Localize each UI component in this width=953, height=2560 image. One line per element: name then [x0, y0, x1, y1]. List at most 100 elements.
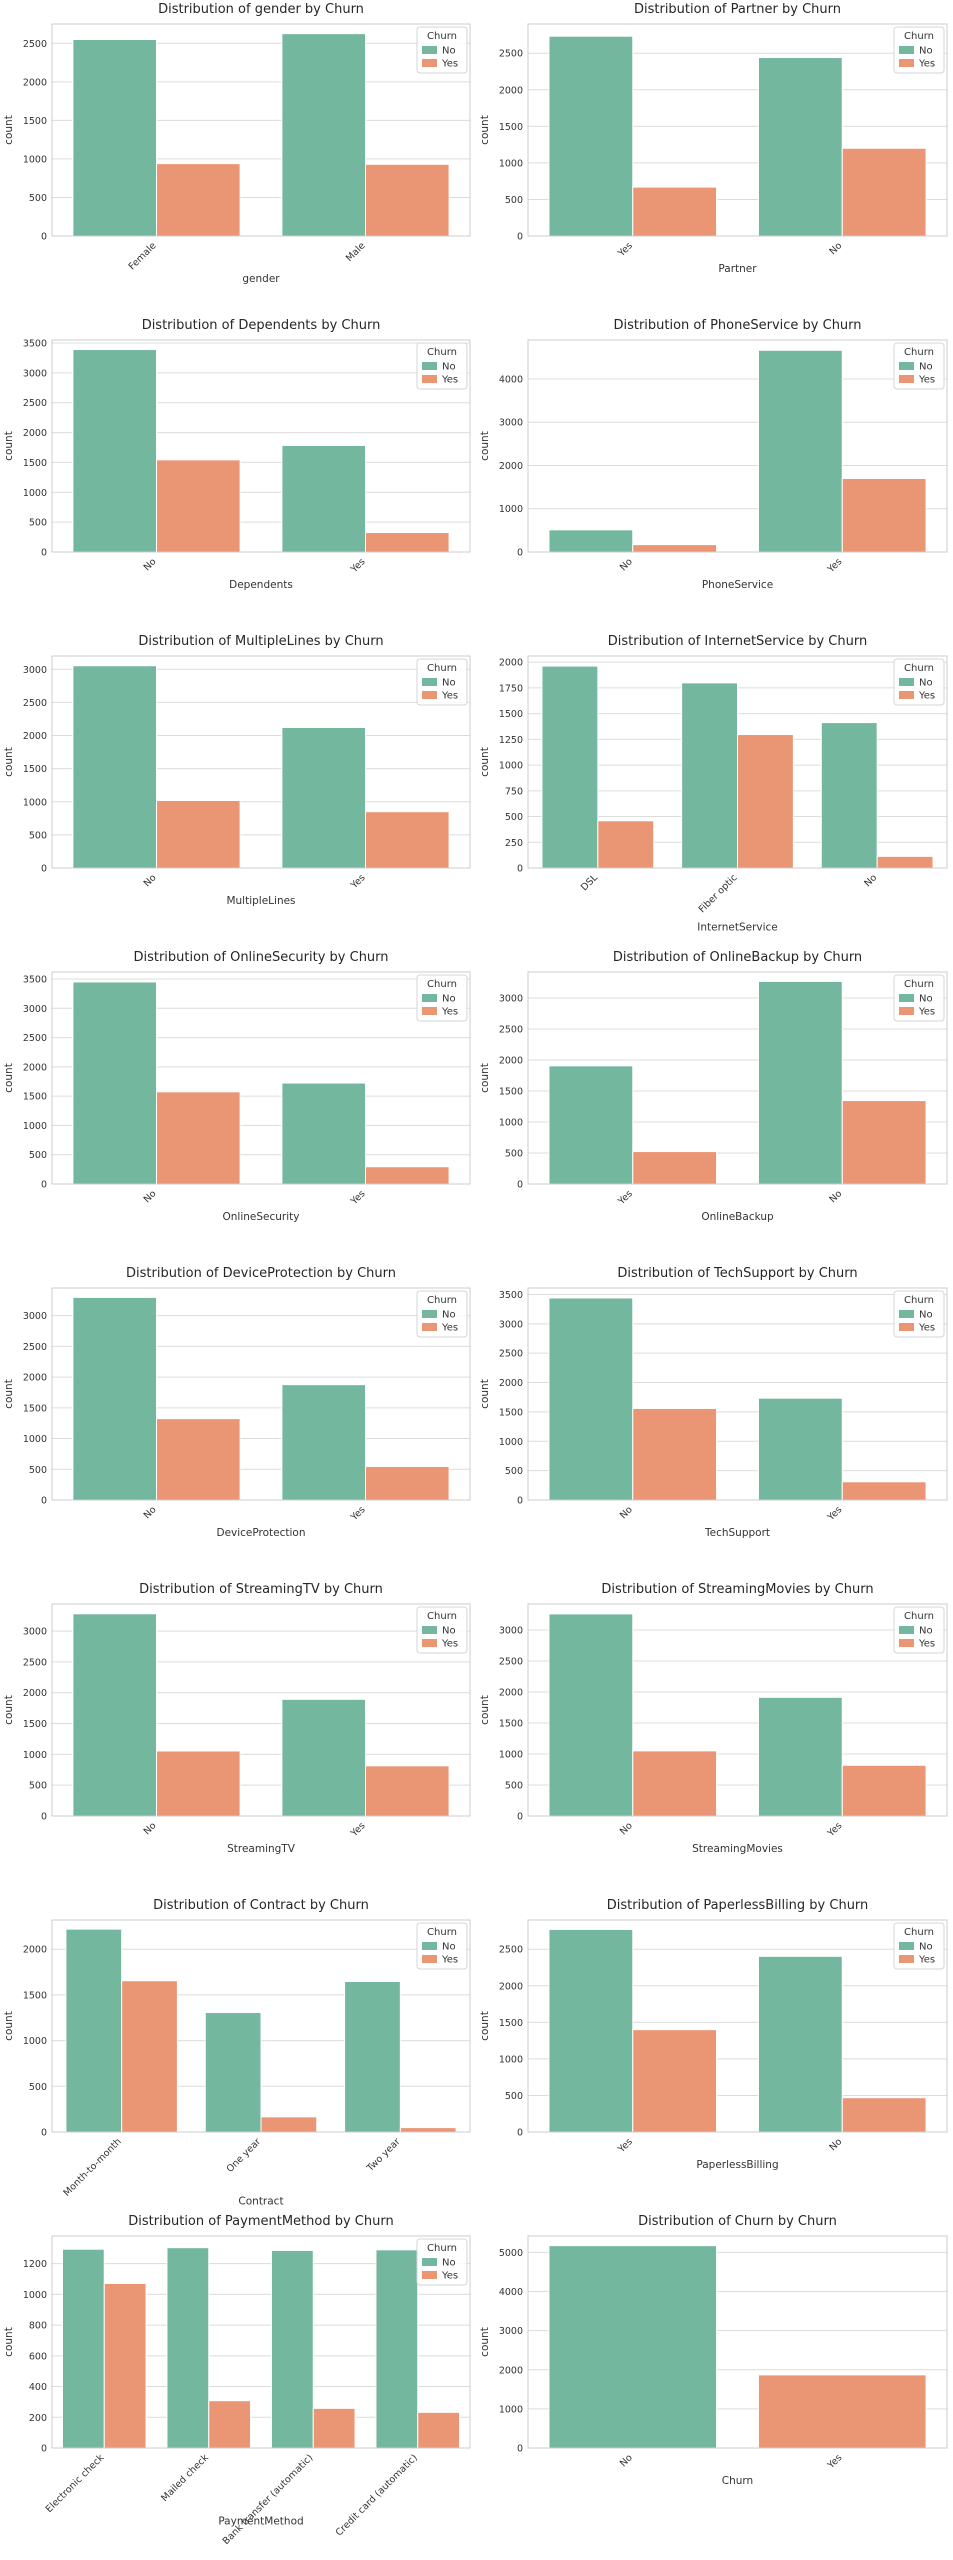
- legend-swatch-yes: [899, 1955, 914, 1963]
- legend-label: No: [919, 1626, 933, 1637]
- legend-title: Churn: [427, 347, 457, 358]
- legend-swatch-yes: [422, 59, 437, 67]
- legend: Churn No Yes: [893, 1606, 945, 1654]
- y-axis-label: count: [3, 2011, 15, 2041]
- bar-no-no: [820, 722, 878, 869]
- x-tick-label: No: [618, 556, 635, 573]
- bar-no-yes: [548, 1065, 634, 1185]
- y-tick-label: 500: [505, 195, 523, 206]
- chart-title: Distribution of StreamingMovies by Churn: [601, 1582, 873, 1597]
- bar-no-yes: [548, 1928, 634, 2133]
- bar-no-no: [548, 1297, 634, 1501]
- x-axis-label: PaymentMethod: [218, 2515, 303, 2527]
- y-tick-label: 3000: [499, 1319, 523, 1330]
- chart-panel-streamingmovies: Distribution of StreamingMovies by Churn…: [479, 1582, 948, 1855]
- x-axis-label: StreamingMovies: [692, 1843, 783, 1855]
- legend-label: Yes: [441, 2271, 458, 2282]
- bar-yes-yes: [632, 2029, 718, 2133]
- y-tick-label: 1000: [23, 797, 47, 808]
- y-tick-label: 0: [517, 2128, 523, 2139]
- plot-frame: [527, 1603, 948, 1817]
- x-tick-label: Two year: [364, 2136, 402, 2174]
- legend-label: Yes: [918, 1955, 935, 1966]
- y-tick-label: 3000: [23, 1311, 47, 1322]
- bar-no-no: [72, 981, 157, 1185]
- legend-label: Yes: [441, 691, 458, 702]
- y-tick-label: 200: [29, 2413, 47, 2424]
- y-tick-label: 600: [29, 2351, 47, 2362]
- x-axis-label: DeviceProtection: [216, 1527, 305, 1539]
- x-tick-label: Month-to-month: [61, 2136, 123, 2198]
- chart-title: Distribution of gender by Churn: [158, 2, 364, 17]
- legend-label: Yes: [918, 1639, 935, 1650]
- legend: Churn No Yes: [893, 1922, 945, 1970]
- legend-label: No: [442, 994, 456, 1005]
- legend: Churn No Yes: [893, 1290, 945, 1338]
- x-tick-label: One year: [225, 2136, 264, 2175]
- y-tick-label: 2500: [23, 398, 47, 409]
- chart-panel-paymentmethod: Distribution of PaymentMethod by Churn 0 2…: [3, 2214, 471, 2547]
- y-tick-label: 4000: [499, 2287, 523, 2298]
- y-tick-label: 0: [41, 232, 47, 243]
- bar-yes-yes: [365, 532, 450, 553]
- legend-label: No: [919, 1310, 933, 1321]
- bar-no-male: [281, 33, 366, 237]
- bar-no-no: [757, 57, 843, 237]
- y-axis-label: count: [479, 747, 491, 777]
- y-tick-label: 3000: [23, 1004, 47, 1015]
- legend-swatch-no: [422, 678, 437, 686]
- legend-label: Yes: [441, 375, 458, 386]
- y-tick-label: 3000: [499, 994, 523, 1005]
- y-tick-label: 3500: [499, 1290, 523, 1301]
- plot-frame: [51, 2235, 471, 2449]
- plot-frame: [527, 655, 948, 869]
- bar-no-credit-card-automatic-: [375, 2249, 419, 2449]
- bar-no-yes: [281, 444, 366, 553]
- y-tick-label: 1000: [499, 158, 523, 169]
- bar-yes-no: [632, 1750, 718, 1817]
- bar-yes-yes: [841, 1481, 927, 1501]
- x-axis-label: PaperlessBilling: [696, 2159, 778, 2171]
- legend-swatch-no: [422, 1942, 437, 1950]
- x-tick-label: No: [827, 1188, 844, 1205]
- bar-no-fiber-optic: [681, 682, 738, 869]
- bar-yes-male: [365, 163, 450, 237]
- y-tick-label: 4000: [499, 374, 523, 385]
- y-tick-label: 1000: [23, 488, 47, 499]
- y-tick-label: 1000: [499, 1750, 523, 1761]
- legend-title: Churn: [904, 1611, 934, 1622]
- y-tick-label: 1500: [23, 764, 47, 775]
- y-tick-label: 2500: [499, 1025, 523, 1036]
- bar-yes-yes: [632, 1151, 718, 1185]
- legend-title: Churn: [427, 1927, 457, 1938]
- y-tick-label: 3500: [23, 975, 47, 986]
- y-tick-label: 3000: [499, 2326, 523, 2337]
- plot-frame: [51, 971, 471, 1185]
- x-tick-label: No: [618, 1504, 635, 1521]
- legend-label: Yes: [918, 691, 935, 702]
- chart-panel-onlinesecurity: Distribution of OnlineSecurity by Churn 0…: [3, 950, 471, 1223]
- bar-yes-dsl: [597, 820, 655, 869]
- legend-label: No: [919, 362, 933, 373]
- x-tick-label: No: [618, 2452, 635, 2469]
- y-tick-label: 2000: [499, 1378, 523, 1389]
- x-axis-label: OnlineSecurity: [223, 1211, 300, 1223]
- plot-frame: [51, 655, 471, 869]
- bar-no-no: [757, 1955, 843, 2133]
- y-tick-label: 500: [29, 1465, 47, 1476]
- legend: Churn No Yes: [416, 2238, 468, 2286]
- y-tick-label: 1000: [23, 2290, 47, 2301]
- y-tick-label: 2000: [23, 1945, 47, 1956]
- legend-title: Churn: [427, 1295, 457, 1306]
- legend-swatch-no: [422, 1310, 437, 1318]
- bar-yes-yes: [841, 1764, 927, 1817]
- y-tick-label: 1000: [23, 1750, 47, 1761]
- legend-swatch-yes: [899, 1639, 914, 1647]
- x-tick-label: Female: [127, 240, 159, 272]
- y-tick-label: 500: [29, 1781, 47, 1792]
- y-tick-label: 500: [505, 2091, 523, 2102]
- chart-panel-deviceprotection: Distribution of DeviceProtection by Chur…: [3, 1266, 471, 1539]
- bar-no-no: [72, 349, 157, 553]
- chart-title: Distribution of DeviceProtection by Chur…: [126, 1266, 396, 1281]
- chart-panel-internetservice: Distribution of InternetService by Churn…: [479, 634, 948, 933]
